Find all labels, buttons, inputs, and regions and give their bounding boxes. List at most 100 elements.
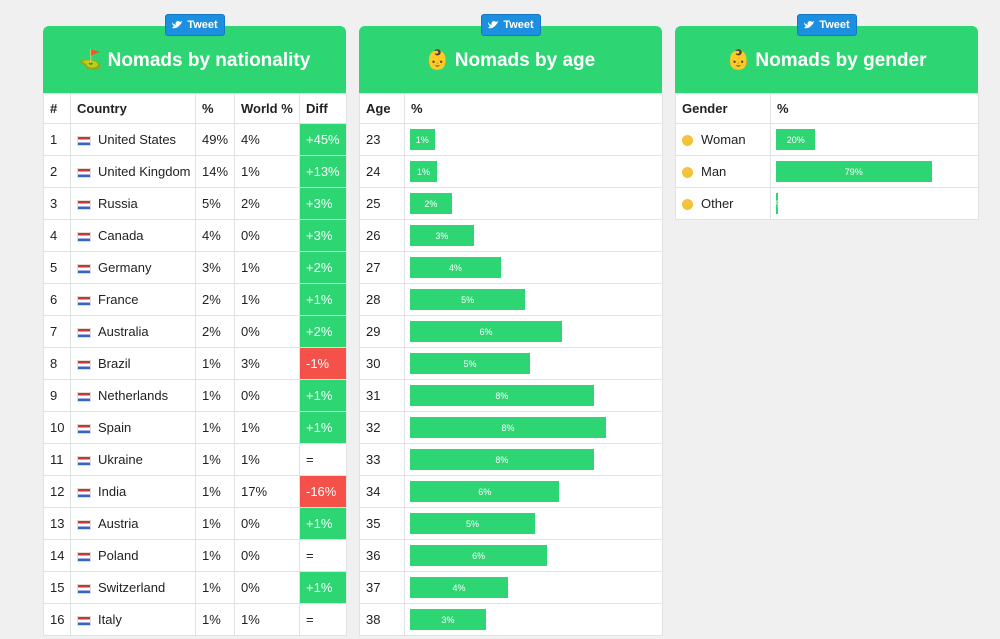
bar-label: 5% [463, 358, 477, 369]
cell: 1% [234, 283, 300, 316]
column-header: # [43, 93, 71, 124]
label-cell: Switzerland [70, 571, 196, 604]
diff-cell: +1% [299, 283, 347, 316]
bar-cell: 8% [404, 379, 663, 412]
table: # Country% World % Diff 1 United States 49% 4% +… [43, 93, 347, 636]
cell: 2% [195, 283, 235, 316]
diff-cell: -16% [299, 475, 347, 508]
label-cell: United States [70, 123, 196, 156]
diff-cell: = [299, 603, 347, 636]
column-header: Age [359, 93, 405, 124]
row: 25 2% [359, 187, 663, 220]
cell: 11 [43, 443, 71, 476]
cell-text: Netherlands [98, 388, 169, 403]
row: 34 6% [359, 475, 663, 508]
bar-cell: 20% [770, 123, 979, 156]
row: Man 79% [675, 155, 979, 188]
cell-text: United Kingdom [98, 164, 191, 179]
tweet-button[interactable]: Tweet [480, 14, 541, 36]
cell: 2 [43, 155, 71, 188]
label-cell: Australia [70, 315, 196, 348]
row: 28 5% [359, 283, 663, 316]
label-cell: United Kingdom [70, 155, 196, 188]
cell: 5 [43, 251, 71, 284]
row: 3 Russia 5% 2% +3% [43, 187, 347, 220]
label-cell: India [70, 475, 196, 508]
tweet-button[interactable]: Tweet [796, 14, 857, 36]
cell-text: Brazil [98, 356, 131, 371]
cell-text: Canada [98, 228, 144, 243]
cell: 0% [234, 507, 300, 540]
column-header: % [770, 93, 979, 124]
cell: 49% [195, 123, 235, 156]
column-header: % [195, 93, 235, 124]
row: 24 1% [359, 155, 663, 188]
label-cell: Spain [70, 411, 196, 444]
row: 4 Canada 4% 0% +3% [43, 219, 347, 252]
label-cell: Netherlands [70, 379, 196, 412]
bar-cell: 1% [404, 123, 663, 156]
flag-icon [77, 295, 91, 306]
cell-text: Spain [98, 420, 132, 435]
bar-label: 8% [501, 422, 515, 433]
row: 38 3% [359, 603, 663, 636]
bar-label: 2% [424, 198, 438, 209]
diff-cell: +2% [299, 251, 347, 284]
row: 37 4% [359, 571, 663, 604]
table: Age% 23 1% 24 1% 25 2% 26 3% 27 4% 28 5% 29 6% 30 5% 31 8%… [359, 93, 663, 636]
cell: 33 [359, 443, 405, 476]
cell: 0% [234, 315, 300, 348]
bar: 6% [410, 481, 560, 502]
label-cell: France [70, 283, 196, 316]
cell: 1% [195, 379, 235, 412]
cell: 36 [359, 539, 405, 572]
row: Woman 20% [675, 123, 979, 156]
cell: 31 [359, 379, 405, 412]
bar-cell: 6% [404, 539, 663, 572]
cell: 1% [234, 603, 300, 636]
tweet-button[interactable]: Tweet [164, 14, 225, 36]
panel: Tweet ⛳ Nomads by nationality # Country% Wor… [43, 14, 347, 636]
cell: 1% [195, 571, 235, 604]
cell-text: Germany [98, 260, 152, 275]
bar-label: 1% [776, 199, 778, 209]
cell: 1 [43, 123, 71, 156]
cell-text: Switzerland [98, 580, 166, 595]
cell: 3 [43, 187, 71, 220]
bird-icon [488, 21, 499, 29]
row: 10 Spain 1% 1% +1% [43, 411, 347, 444]
label-cell: Ukraine [70, 443, 196, 476]
diff-cell: +1% [299, 379, 347, 412]
cell: 9 [43, 379, 71, 412]
bird-icon [804, 21, 815, 29]
bar: 2% [410, 193, 452, 214]
bar-cell: 79% [770, 155, 979, 188]
row: 7 Australia 2% 0% +2% [43, 315, 347, 348]
bar-cell: 3% [404, 603, 663, 636]
cell-text: Italy [98, 612, 122, 627]
row: 35 5% [359, 507, 663, 540]
bar-cell: 5% [404, 283, 663, 316]
table: Gender% Woman 20% Man 79% Other 1% [675, 93, 979, 220]
cell: 5% [195, 187, 235, 220]
bar: 5% [410, 513, 535, 534]
bar-cell: 3% [404, 219, 663, 252]
row: 11 Ukraine 1% 1% = [43, 443, 347, 476]
tweet-label: Tweet [819, 19, 850, 31]
bar-cell: 4% [404, 571, 663, 604]
row: 8 Brazil 1% 3% -1% [43, 347, 347, 380]
bar: 5% [410, 353, 531, 374]
diff-cell: +1% [299, 571, 347, 604]
cell: 1% [195, 443, 235, 476]
bar: 8% [410, 417, 606, 438]
flag-icon [77, 551, 91, 562]
label-cell: Other [675, 187, 771, 220]
cell: 25 [359, 187, 405, 220]
cell-text: Man [701, 164, 727, 179]
flag-icon [77, 455, 91, 466]
bar-label: 1% [416, 166, 430, 177]
cell-text: Woman [701, 132, 746, 147]
flag-icon [77, 231, 91, 242]
cell: 26 [359, 219, 405, 252]
